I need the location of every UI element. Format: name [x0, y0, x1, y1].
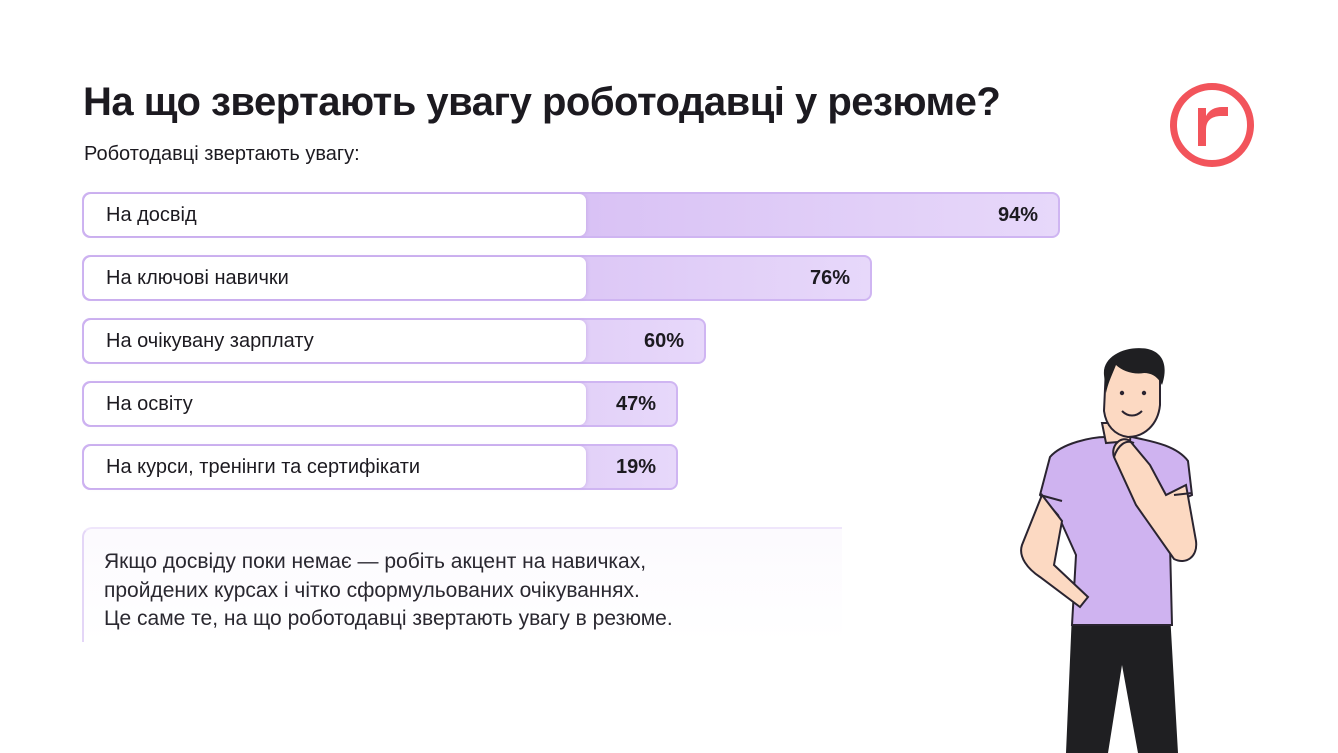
bar: На очікувану зарплату 60% [82, 318, 706, 364]
bar-value-label: 60% [643, 329, 684, 352]
note-box [82, 527, 842, 642]
bar: На освіту 47% [82, 381, 678, 427]
r-logo-icon [1170, 83, 1254, 167]
bar-category-label: На освіту [84, 383, 586, 425]
note-line: Це саме те, на що роботодавці звертають … [104, 607, 673, 630]
note-text: Якщо досвіду поки немає — робіть акцент … [104, 548, 844, 634]
bar-value-label: 94% [997, 203, 1038, 226]
bar-value-label: 47% [615, 392, 656, 415]
bar-category-label: На ключові навички [84, 257, 586, 299]
bar-value-label: 19% [615, 455, 656, 478]
bar-category-label: На досвід [84, 194, 586, 236]
page-title: На що звертають увагу роботодавці у резю… [83, 80, 1001, 124]
note-line: пройдених курсах і чітко сформульованих … [104, 578, 640, 602]
bar-category-label: На очікувану зарплату [84, 320, 586, 362]
thinking-man-illustration [1020, 348, 1198, 753]
note-line: Якщо досвіду поки немає — робіть акцент … [104, 550, 647, 573]
bar: На ключові навички 76% [82, 255, 872, 301]
bar: На досвід 94% [82, 192, 1060, 238]
bar-category-label: На курси, тренінги та сертифікати [84, 446, 586, 488]
bar: На курси, тренінги та сертифікати 19% [82, 444, 678, 490]
page-subtitle: Роботодавці звертають увагу: [84, 143, 360, 165]
bar-value-label: 76% [809, 266, 850, 289]
